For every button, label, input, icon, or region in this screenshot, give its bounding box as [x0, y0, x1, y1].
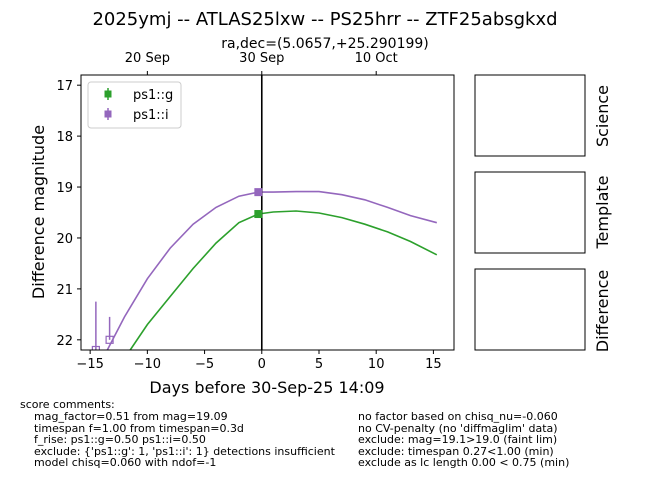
- science-label: Science: [593, 85, 612, 147]
- difference-panel: [474, 268, 586, 351]
- x-tick-label: 10: [368, 357, 385, 372]
- comment-line: exclude: mag=19.1>19.0 (faint lim): [358, 433, 558, 446]
- comment-line: timespan f=1.00 from timespan=0.3d: [34, 421, 244, 435]
- comments-left: mag_factor=0.51 from mag=19.09 timespan …: [34, 411, 335, 469]
- legend: ps1::g ps1::i: [87, 81, 182, 129]
- plot-frame: [80, 74, 455, 351]
- comment-line: mag_factor=0.51 from mag=19.09: [34, 410, 228, 423]
- template-panel: [474, 171, 586, 254]
- y-tick-label: 18: [56, 130, 73, 145]
- legend-label-g: ps1::g: [133, 88, 173, 103]
- comments-right: no factor based on chisq_nu=-0.060 no CV…: [358, 411, 569, 469]
- image-panels: Science Template Difference: [474, 74, 612, 352]
- x-tick-label: −10: [134, 357, 161, 372]
- x-tick-label: 0: [258, 357, 266, 372]
- x-tick-label: −15: [76, 357, 103, 372]
- top-tick-label: 30 Sep: [239, 51, 284, 66]
- comment-line: exclude: timespan 0.27<1.00 (min): [358, 444, 554, 458]
- top-tick-label: 10 Oct: [355, 51, 398, 66]
- x-tick-label: 15: [425, 357, 442, 372]
- data-point: [254, 188, 263, 197]
- comment-line: f_rise: ps1::g=0.50 ps1::i=0.50: [34, 433, 206, 446]
- plot-marks: [91, 75, 438, 350]
- comment-line: no factor based on chisq_nu=-0.060: [358, 410, 558, 423]
- plot-area: −15 −10 −5 0 5 10 15 17 18 19 20 21 22 20 Sep 30 Sep…: [56, 51, 455, 372]
- chart-title: 2025ymj -- ATLAS25lxw -- PS25hrr -- ZTF2…: [92, 9, 557, 30]
- top-tick-label: 20 Sep: [125, 51, 170, 66]
- model-curve-0: [129, 210, 438, 350]
- comment-line: exclude as lc length 0.00 < 0.75 (min): [358, 456, 570, 469]
- difference-label: Difference: [593, 270, 612, 352]
- comment-line: no CV-penalty (no 'diffmaglim' data): [358, 421, 558, 435]
- comments-header: score comments:: [20, 398, 115, 411]
- template-label: Template: [593, 175, 612, 249]
- legend-marker-1: [104, 110, 112, 118]
- y-axis-label: Difference magnitude: [29, 125, 48, 299]
- x-axis-label: Days before 30-Sep-25 14:09: [149, 378, 384, 397]
- data-point: [254, 210, 263, 219]
- legend-marker-0: [104, 90, 112, 98]
- y-axis: 17 18 19 20 21 22: [56, 79, 81, 349]
- legend-label-i: ps1::i: [133, 108, 169, 123]
- model-curve-1: [106, 190, 438, 350]
- plot-content: [91, 75, 438, 350]
- y-tick-label: 19: [56, 181, 73, 196]
- x-axis: −15 −10 −5 0 5 10 15: [76, 350, 442, 372]
- top-date-axis: 20 Sep 30 Sep 10 Oct: [125, 51, 398, 75]
- comment-line: model chisq=0.060 with ndof=-1: [34, 456, 217, 469]
- y-tick-label: 22: [56, 334, 73, 349]
- science-panel: [474, 74, 586, 157]
- x-tick-label: 5: [315, 357, 323, 372]
- y-tick-label: 17: [56, 79, 73, 94]
- y-tick-label: 21: [56, 283, 73, 298]
- y-tick-label: 20: [56, 232, 73, 247]
- comment-line: exclude: {'ps1::g': 1, 'ps1::i': 1} dete…: [34, 444, 335, 458]
- chart-subtitle: ra,dec=(5.0657,+25.290199): [221, 36, 429, 52]
- limit-point: [91, 345, 100, 350]
- score-comments: score comments:: [20, 399, 115, 411]
- x-tick-label: −5: [195, 357, 214, 372]
- limit-point: [105, 335, 114, 344]
